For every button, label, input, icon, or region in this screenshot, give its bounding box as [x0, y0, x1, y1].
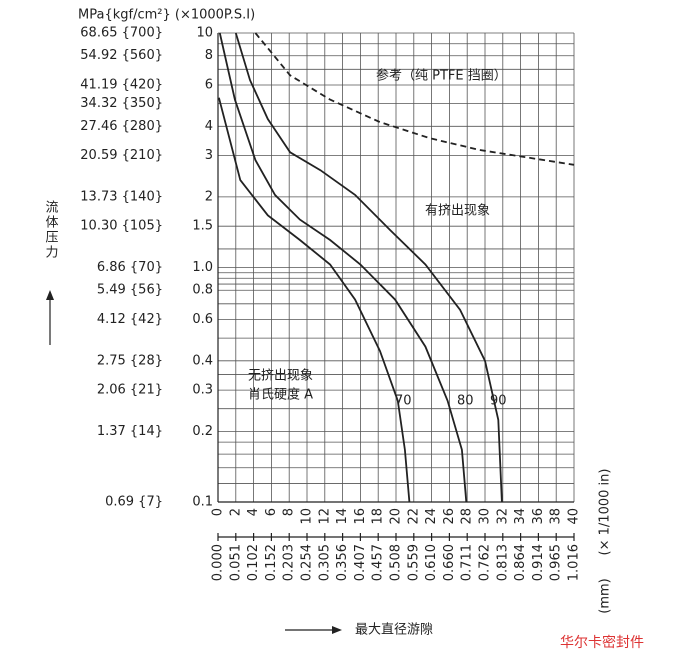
x2-tick-label: 0.508: [389, 544, 404, 581]
pressure-tick-label: 6.86 {70}: [97, 260, 163, 275]
y-tick-label: 3: [205, 148, 213, 163]
x2-tick-label: 0.711: [460, 544, 475, 581]
x2-tick-label: 0.102: [246, 544, 261, 581]
x2-tick-label: 0.762: [478, 544, 493, 581]
x2-tick-label: 0.254: [300, 544, 315, 581]
pressure-tick-label: 10.30 {105}: [80, 219, 163, 234]
pressure-tick-label: 54.92 {560}: [80, 48, 163, 63]
x-tick-label: 6: [264, 508, 279, 516]
y-tick-label: 0.4: [192, 353, 213, 368]
x-tick-label: 32: [495, 508, 510, 525]
x-tick-label: 12: [317, 508, 332, 525]
y-tick-label: 2: [205, 189, 213, 204]
pressure-tick-label: 27.46 {280}: [80, 119, 163, 134]
series-label: 70: [395, 394, 412, 409]
series-label: 参考（纯 PTFE 挡圈）: [376, 68, 507, 84]
curve: [218, 97, 411, 503]
x2-tick-label: 0.864: [513, 544, 528, 581]
x-tick-label: 16: [353, 508, 368, 525]
y-tick-label: 6: [205, 78, 213, 93]
x2-tick-label: 0.965: [549, 544, 564, 581]
x-axis-label: 最大直径游隙: [355, 623, 433, 638]
x-tick-label: 8: [282, 508, 297, 516]
x-tick-label: 38: [549, 508, 564, 525]
series-label: 90: [490, 394, 507, 409]
pressure-tick-label: 0.69 {7}: [105, 495, 163, 510]
series-label: 80: [457, 394, 474, 409]
y-tick-label: 0.6: [192, 312, 213, 327]
y-tick-label: 0.1: [192, 495, 213, 510]
y-tick-label: 10: [196, 26, 213, 41]
pressure-tick-label: 20.59 {210}: [80, 148, 163, 163]
x2-tick-label: 0.152: [264, 544, 279, 581]
x-tick-label: 4: [246, 508, 261, 516]
x-axis-label-right: (× 1/1000 in): [598, 469, 613, 556]
pressure-tick-label: 5.49 {56}: [97, 283, 163, 298]
x2-axis-label: (mm): [598, 578, 613, 613]
annotation: 无挤出现象: [248, 369, 313, 384]
x2-tick-label: 0.203: [282, 544, 297, 581]
pressure-tick-label: 4.12 {42}: [97, 312, 163, 327]
y-tick-label: 8: [205, 48, 213, 63]
x-tick-label: 34: [513, 508, 528, 525]
x2-tick-label: 0.813: [495, 544, 510, 581]
x-tick-label: 0: [211, 508, 226, 516]
y-tick-label: 0.2: [192, 424, 213, 439]
y-arrow: [46, 290, 54, 345]
y-tick-label: 0.3: [192, 383, 213, 398]
pressure-tick-label: 41.19 {420}: [80, 78, 163, 93]
y-tick-label: 1.5: [192, 219, 213, 234]
x2-tick-label: 0.914: [531, 544, 546, 581]
x2-tick-label: 0.000: [211, 544, 226, 581]
x-tick-label: 28: [460, 508, 475, 525]
x2-tick-label: 0.356: [335, 544, 350, 581]
x-arrow: [285, 626, 342, 634]
y-tick-label: 1.0: [192, 260, 213, 275]
y-tick-label: 4: [205, 119, 213, 134]
pressure-tick-label: 13.73 {140}: [80, 189, 163, 204]
x-tick-label: 40: [567, 508, 582, 525]
x-tick-label: 30: [478, 508, 493, 525]
x2-tick-label: 0.051: [228, 544, 243, 581]
y-tick-label: 0.8: [192, 283, 213, 298]
x2-tick-label: 0.610: [424, 544, 439, 581]
x2-tick-label: 1.016: [567, 544, 582, 581]
x-tick-label: 2: [228, 508, 243, 516]
pressure-tick-label: 68.65 {700}: [80, 26, 163, 41]
x-tick-label: 26: [442, 508, 457, 525]
pressure-tick-label: 2.75 {28}: [97, 353, 163, 368]
x-tick-label: 22: [406, 508, 421, 525]
curve: [234, 32, 503, 503]
pressure-tick-label: 2.06 {21}: [97, 383, 163, 398]
x-tick-label: 24: [424, 508, 439, 525]
x2-tick-label: 0.559: [406, 544, 421, 581]
pressure-tick-label: 1.37 {14}: [97, 424, 163, 439]
x-tick-label: 14: [335, 508, 350, 525]
curve: [254, 32, 575, 166]
watermark: 华尔卡密封件: [560, 634, 644, 651]
annotation: 肖氏硬度 A: [248, 387, 313, 403]
curve: [218, 32, 468, 503]
x-tick-label: 18: [371, 508, 386, 525]
y-axis-label: 流体压力: [43, 200, 59, 260]
x-tick-label: 10: [300, 508, 315, 525]
annotation: 有挤出现象: [425, 204, 490, 219]
x2-tick-label: 0.407: [353, 544, 368, 581]
chart-title: MPa{kgf/cm²} (×1000P.S.I): [78, 8, 255, 23]
x2-tick-label: 0.660: [442, 544, 457, 581]
x-tick-label: 20: [389, 508, 404, 525]
x2-tick-label: 0.305: [317, 544, 332, 581]
x2-tick-label: 0.457: [371, 544, 386, 581]
pressure-tick-label: 34.32 {350}: [80, 96, 163, 111]
x-tick-label: 36: [531, 508, 546, 525]
